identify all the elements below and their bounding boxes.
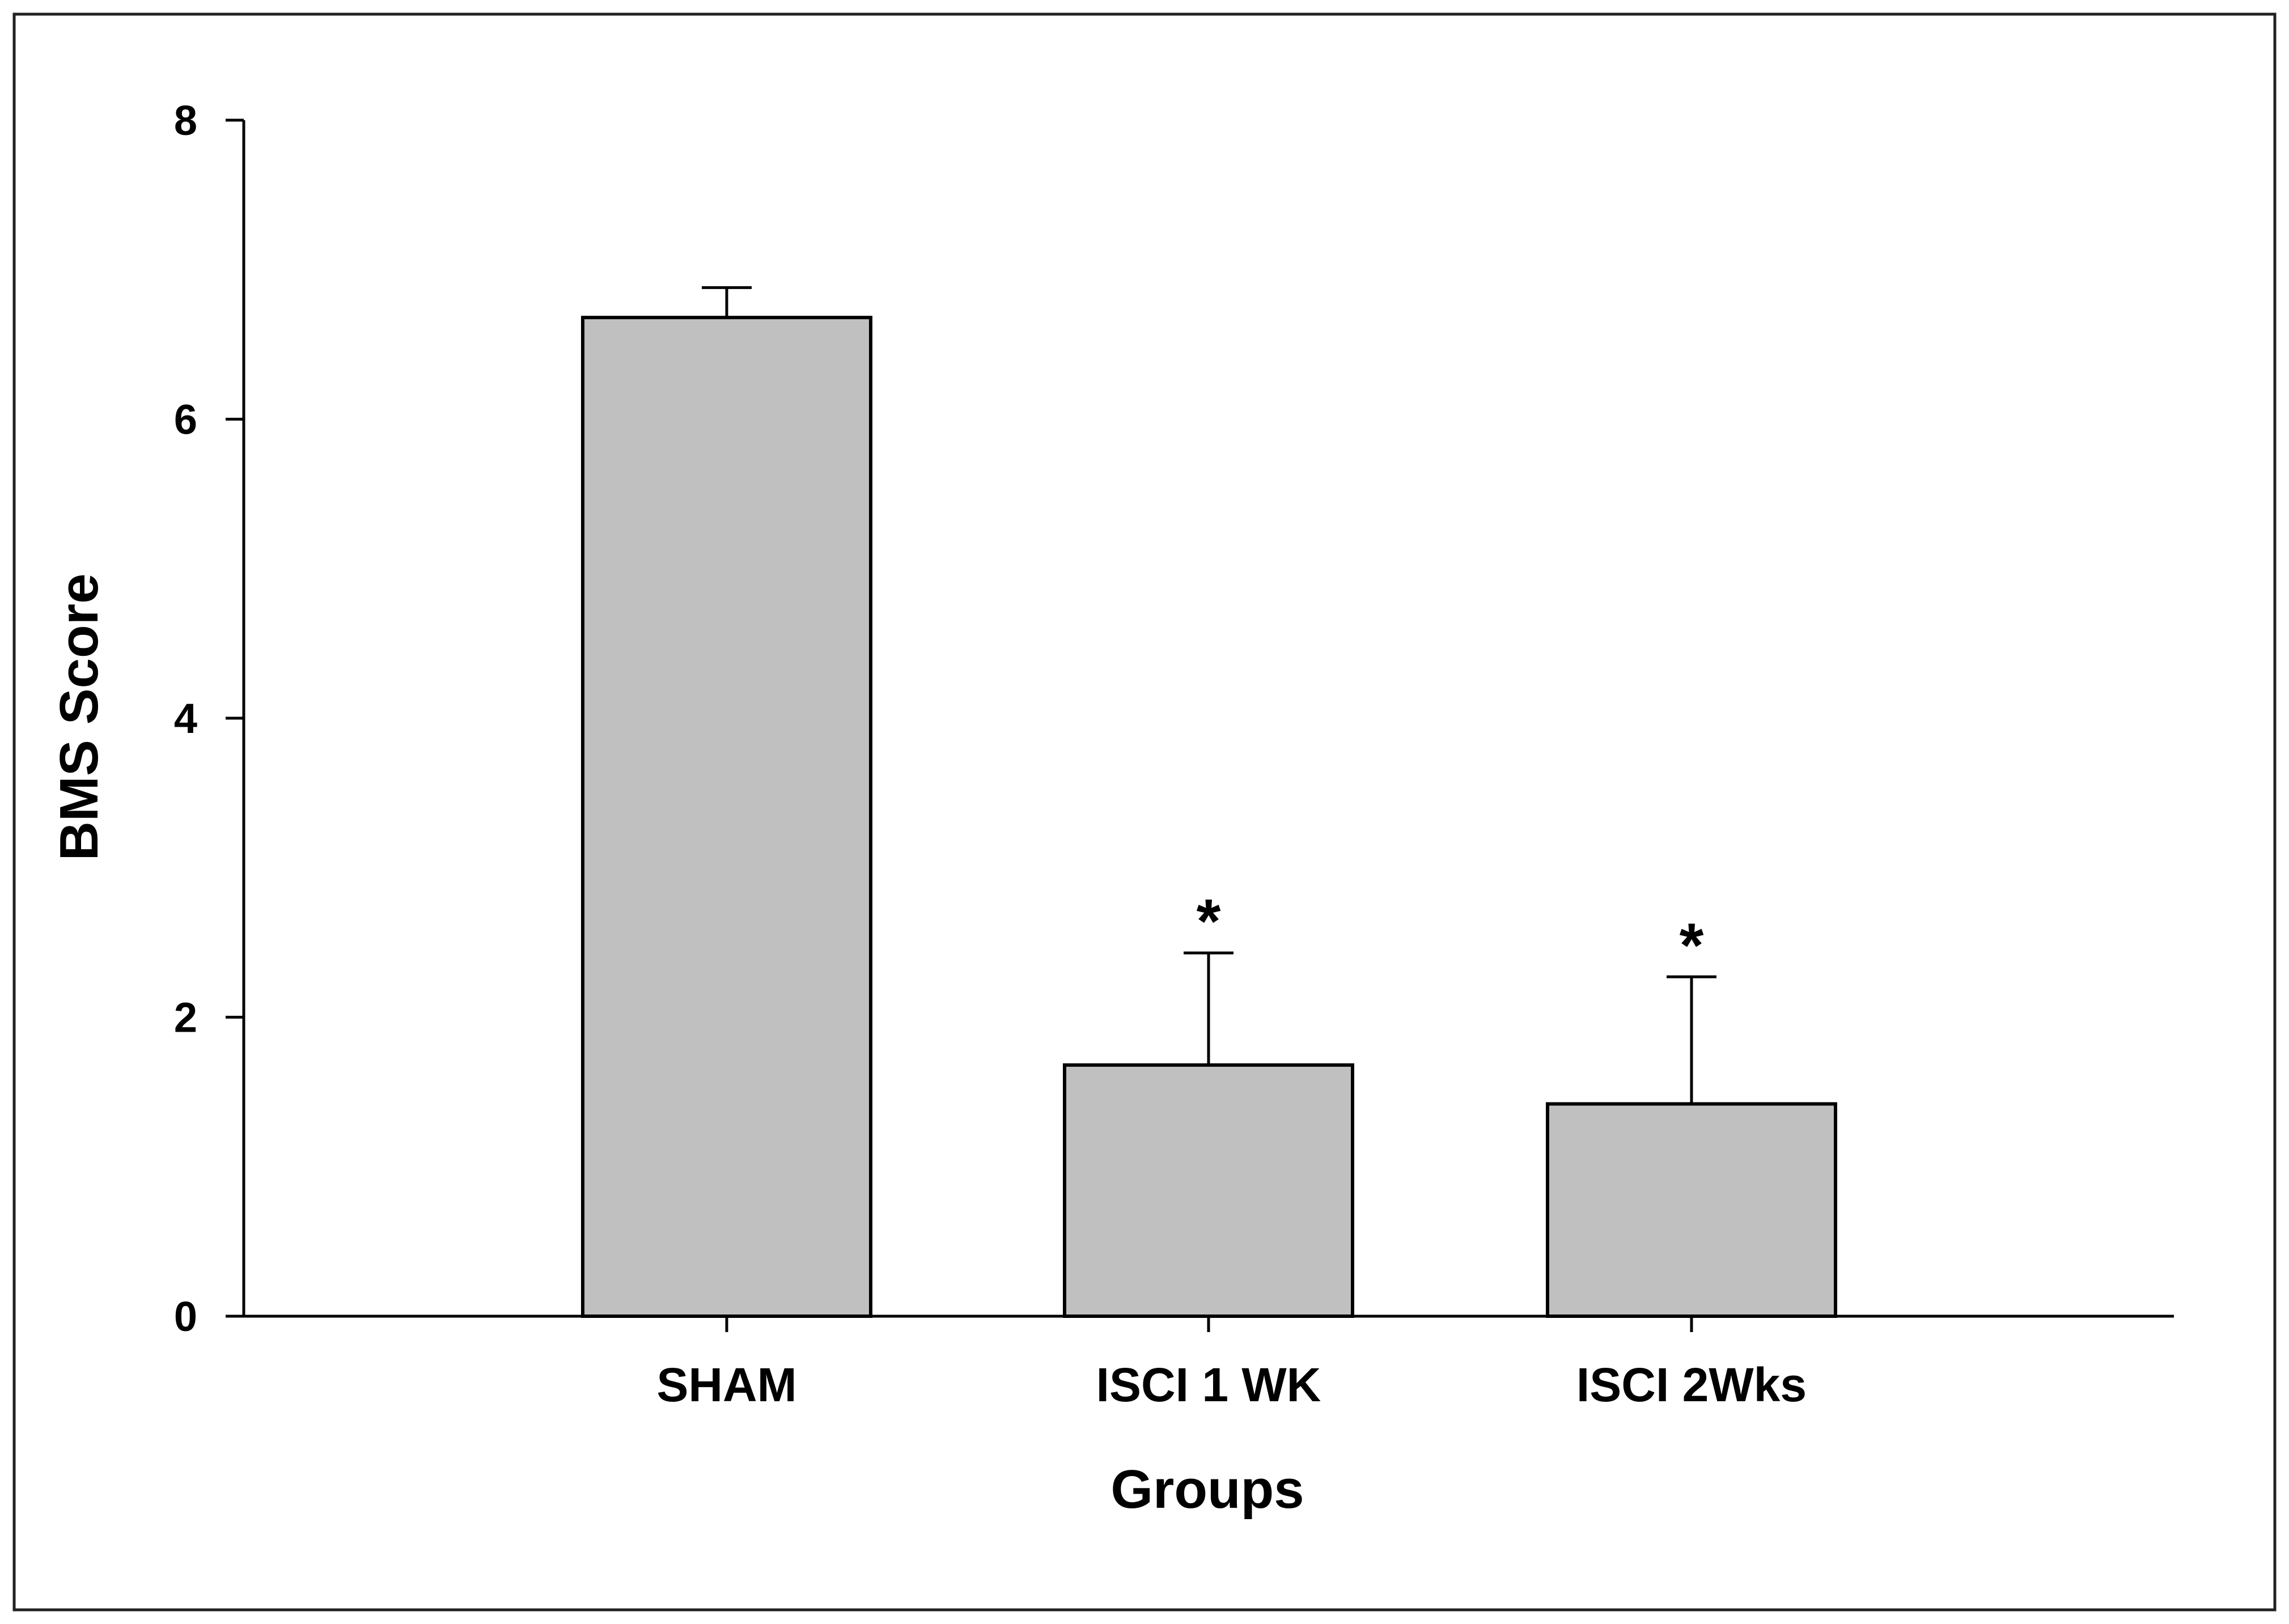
- x-tick-label-1: SHAM: [656, 1358, 796, 1411]
- plot-area: SHAM * ISCI 1 WK * ISCI 2Wks 0 2 4 6 8: [174, 97, 2174, 1411]
- figure-frame: [12, 12, 2277, 1612]
- bar-1: [581, 316, 872, 1318]
- y-tick-label-1: 2: [174, 994, 197, 1041]
- y-tick-label-2: 4: [174, 695, 197, 742]
- significance-marker-3: *: [1680, 910, 1704, 980]
- y-tick-label-4: 8: [174, 97, 197, 144]
- y-tick-label-3: 6: [174, 396, 197, 443]
- bar-3: [1546, 1102, 1837, 1318]
- bar-2: [1063, 1063, 1354, 1318]
- y-axis-label: BMS Score: [49, 574, 109, 861]
- x-tick-label-2: ISCI 1 WK: [1096, 1358, 1321, 1411]
- x-tick-label-3: ISCI 2Wks: [1576, 1358, 1807, 1411]
- x-axis-label: Groups: [1110, 1459, 1304, 1520]
- significance-marker-2: *: [1197, 887, 1221, 956]
- y-tick-label-0: 0: [174, 1293, 197, 1340]
